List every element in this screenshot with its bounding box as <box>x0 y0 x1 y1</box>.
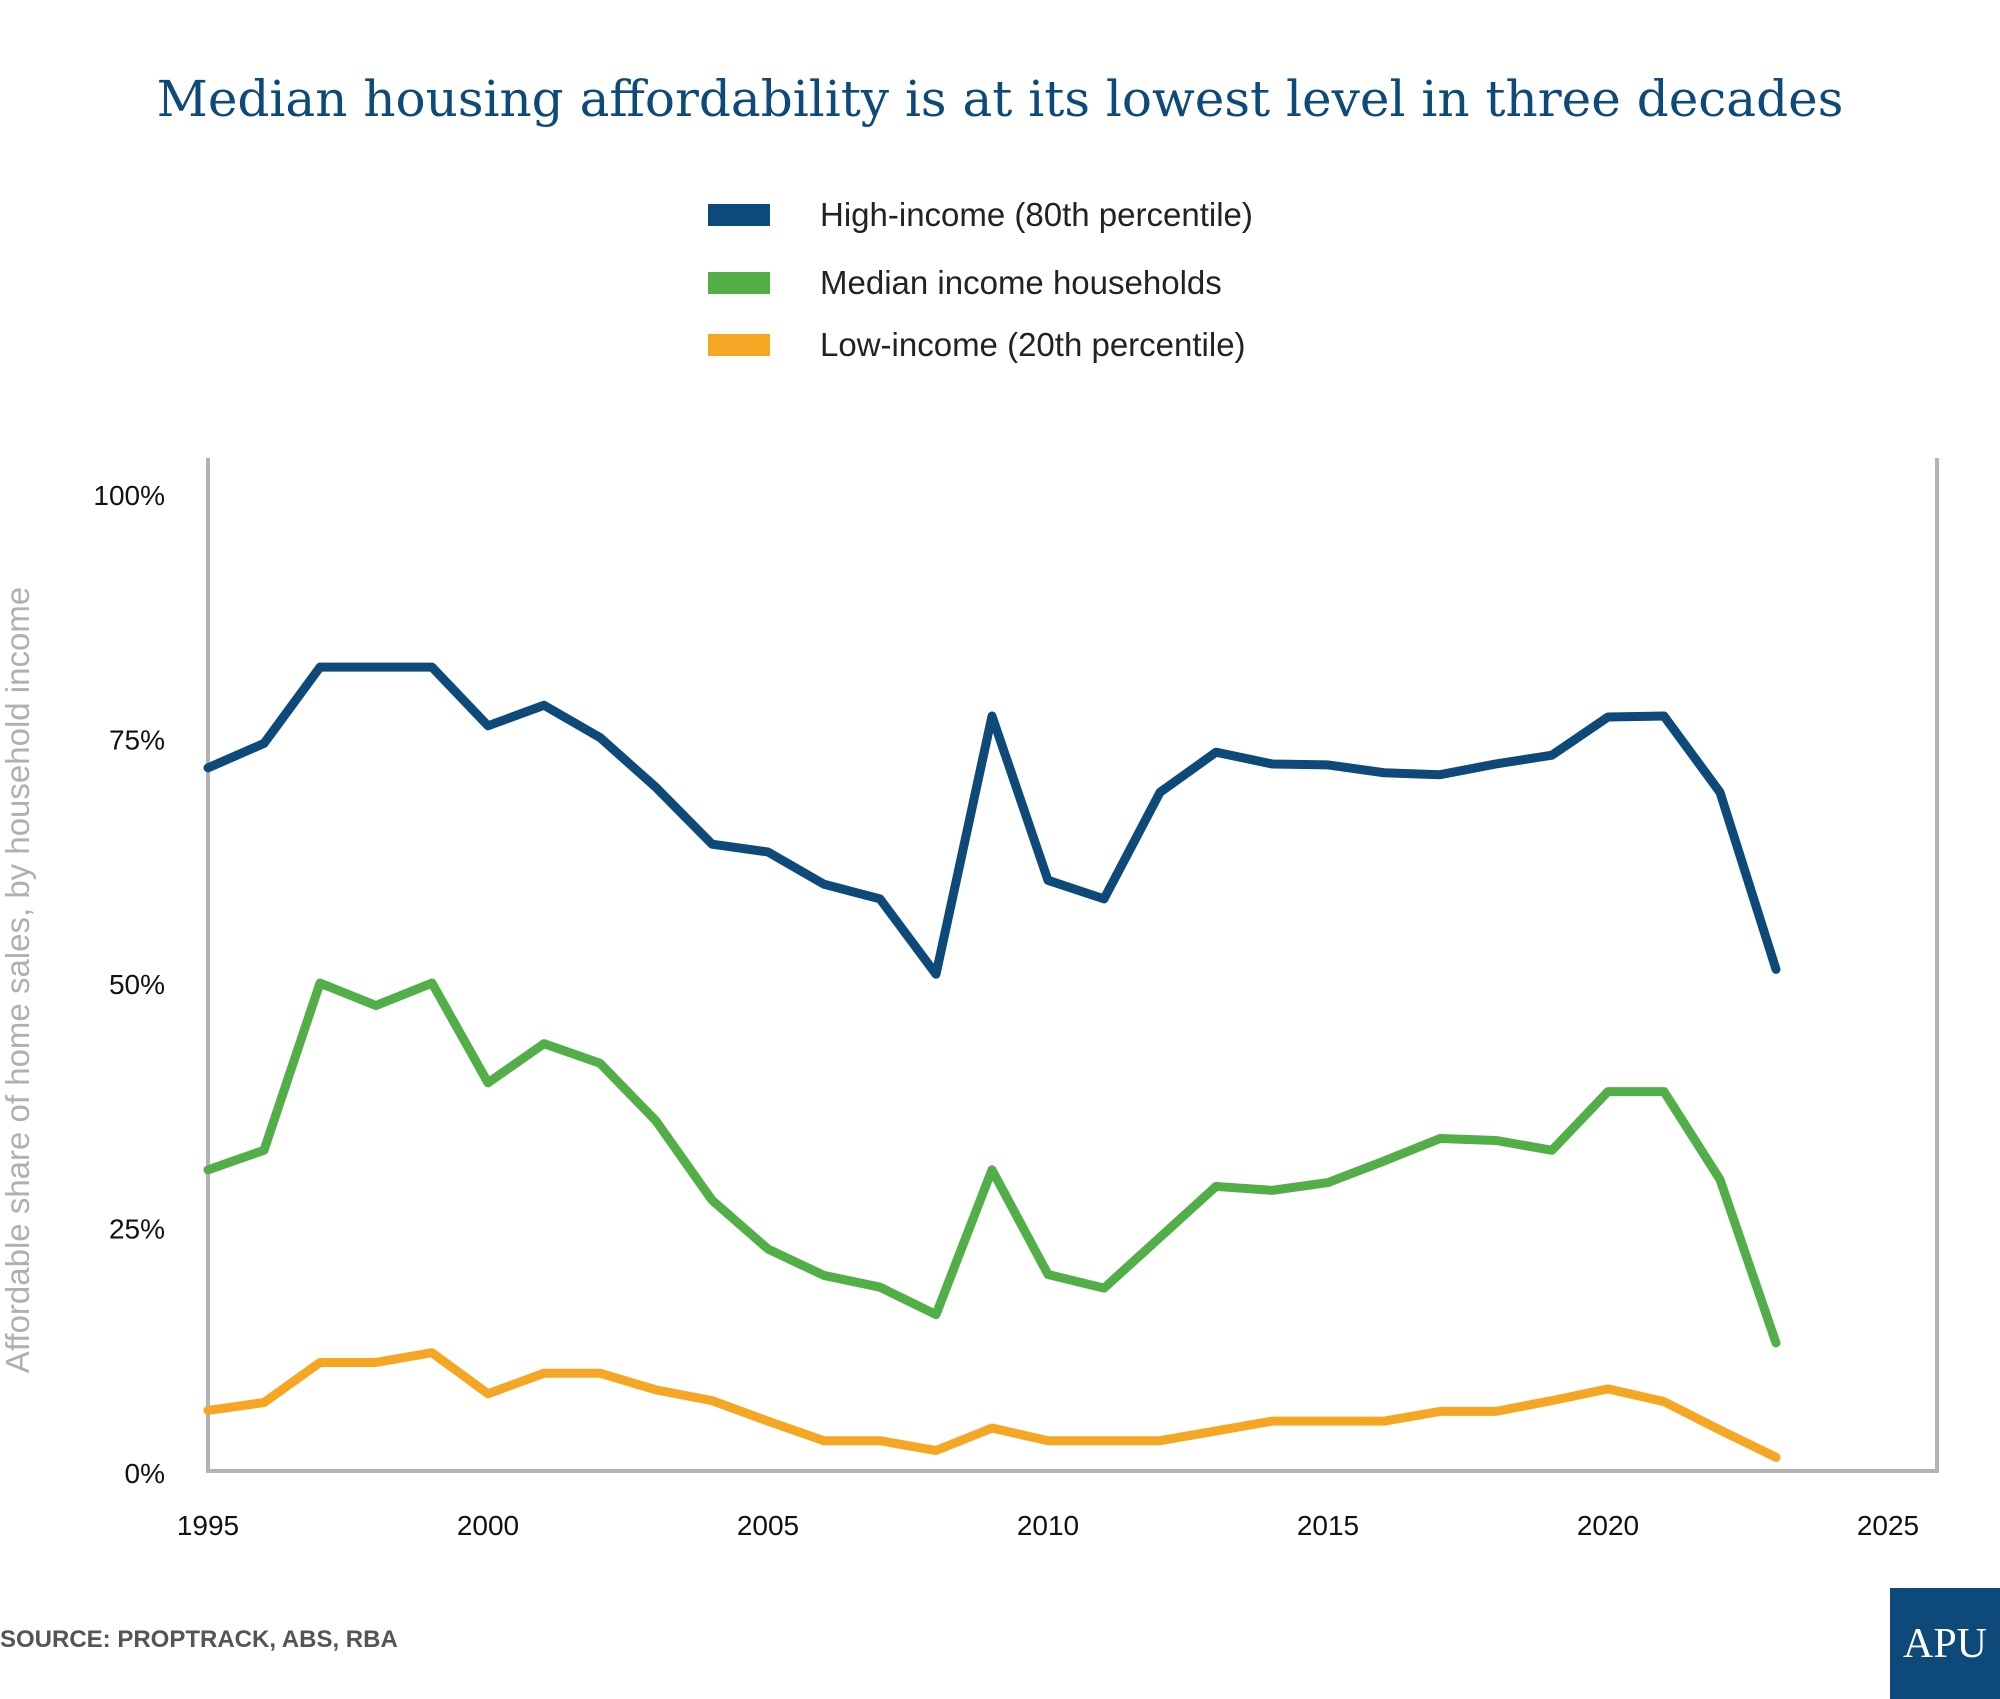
series-line-2 <box>203 1348 1781 1462</box>
legend-item-high-income: High-income (80th percentile) <box>708 196 1253 234</box>
x-tick-label: 2020 <box>1577 1510 1639 1541</box>
y-tick-label: 25% <box>109 1214 165 1245</box>
y-tick-label: 0% <box>125 1458 165 1489</box>
x-tick-label: 1995 <box>177 1510 239 1541</box>
legend-label: Low-income (20th percentile) <box>820 326 1246 363</box>
legend-item-median-income: Median income households <box>708 264 1222 302</box>
x-tick-label: 2000 <box>457 1510 519 1541</box>
series-line-1 <box>203 978 1781 1348</box>
legend-label: Median income households <box>820 264 1222 301</box>
y-tick-label: 50% <box>109 969 165 1000</box>
legend-item-low-income: Low-income (20th percentile) <box>708 326 1246 364</box>
y-tick-label: 100% <box>93 480 165 511</box>
legend-swatch <box>708 272 770 294</box>
chart-title: Median housing affordability is at its l… <box>156 70 1844 128</box>
x-tick-label: 2010 <box>1017 1510 1079 1541</box>
legend-swatch <box>708 204 770 226</box>
x-tick-label: 2025 <box>1857 1510 1919 1541</box>
apu-logo: APU <box>1890 1588 2000 1699</box>
legend-label: High-income (80th percentile) <box>820 196 1253 233</box>
x-tick-label: 2015 <box>1297 1510 1359 1541</box>
y-tick-label: 75% <box>109 725 165 756</box>
series-line-0 <box>203 662 1781 979</box>
x-tick-label: 2005 <box>737 1510 799 1541</box>
legend-swatch <box>708 334 770 356</box>
source-note: SOURCE: PROPTRACK, ABS, RBA <box>0 1626 398 1653</box>
